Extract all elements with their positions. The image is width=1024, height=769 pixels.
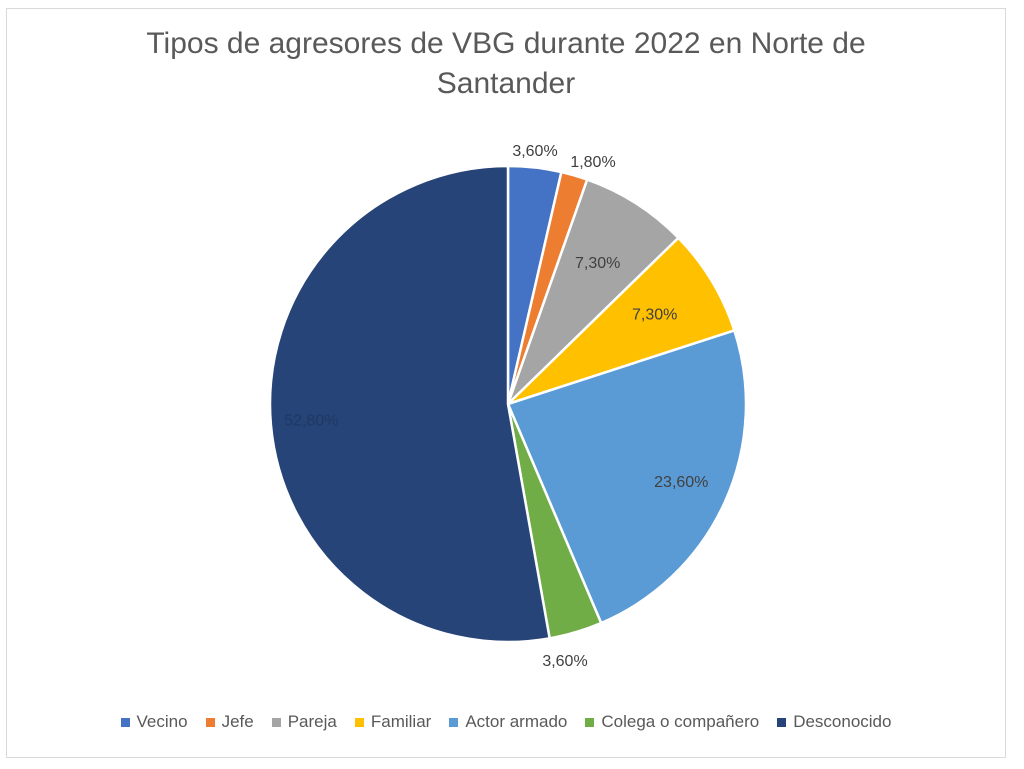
legend-item-jefe: Jefe [205, 712, 254, 732]
legend-item-actor-armado: Actor armado [449, 712, 567, 732]
legend-swatch [120, 717, 130, 727]
legend-label: Vecino [136, 712, 188, 731]
legend-swatch [777, 717, 787, 727]
pie-slice-pareja [506, 178, 680, 406]
legend-item-colega-o-compañero: Colega o compañero [585, 712, 759, 732]
chart-title: Tipos de agresores de VBG durante 2022 e… [0, 24, 1012, 104]
legend-item-familiar: Familiar [354, 712, 432, 732]
legend-label: Pareja [287, 712, 337, 731]
legend-label: Jefe [221, 712, 254, 731]
pie-slice-desconocido [268, 164, 551, 644]
data-label-pareja: 7,30% [575, 255, 620, 272]
data-label-jefe: 1,80% [570, 154, 615, 171]
legend-label: Familiar [370, 712, 432, 731]
legend-item-desconocido: Desconocido [777, 712, 891, 732]
data-label-familiar: 7,30% [632, 307, 677, 324]
legend-swatch [271, 717, 281, 727]
pie-slice-familiar [506, 236, 736, 406]
legend-label: Actor armado [465, 712, 568, 731]
chart-legend: Vecino Jefe Pareja Familiar Actor armado Cole… [0, 712, 1012, 732]
legend-swatch [205, 717, 215, 727]
legend-item-vecino: Vecino [120, 712, 188, 732]
legend-swatch [449, 717, 459, 727]
chart-title-line-2: Santander [436, 67, 576, 100]
legend-swatch [354, 717, 364, 727]
data-label-desconocido: 52,80% [284, 413, 338, 430]
chart-title-line-1: Tipos de agresores de VBG durante 2022 e… [146, 27, 866, 60]
legend-label: Colega o compañero [601, 712, 760, 731]
legend-swatch [585, 717, 595, 727]
data-label-vecino: 3,60% [512, 143, 557, 160]
data-label-actor-armado: 23,60% [654, 474, 708, 491]
data-label-colega-o-compañero: 3,60% [542, 653, 587, 670]
legend-label: Desconocido [793, 712, 892, 731]
legend-item-pareja: Pareja [271, 712, 337, 732]
pie-slice-actor-armado [506, 329, 748, 625]
